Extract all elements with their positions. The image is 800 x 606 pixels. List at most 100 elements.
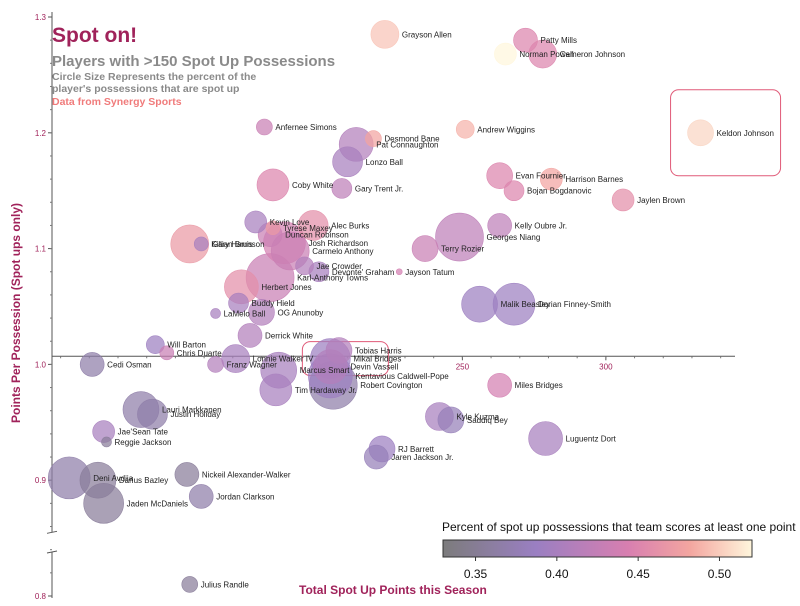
- colorbar-title: Percent of spot up possessions that team…: [442, 520, 796, 534]
- data-point[interactable]: [487, 213, 512, 238]
- point-label: Mikal Bridges: [353, 355, 401, 364]
- highlight-box: [670, 89, 782, 177]
- data-point[interactable]: [207, 356, 224, 373]
- data-point[interactable]: [503, 180, 525, 201]
- data-point[interactable]: [435, 212, 484, 262]
- data-point[interactable]: [611, 188, 635, 212]
- data-point[interactable]: [487, 372, 512, 398]
- point-label: Dorian Finney-Smith: [538, 300, 611, 309]
- point-label: Gary Harris: [212, 240, 253, 249]
- point-label: RJ Barrett: [398, 445, 435, 454]
- data-point[interactable]: [540, 167, 563, 191]
- point-label: Keldon Johnson: [717, 129, 774, 138]
- y-tick-label: 1.2: [35, 129, 47, 138]
- point-label: Jaylen Brown: [637, 196, 685, 205]
- data-point[interactable]: [256, 118, 273, 136]
- colorbar: Percent of spot up possessions that team…: [442, 520, 796, 581]
- point-label: Lonnie Walker IV: [253, 355, 314, 364]
- point-label: Jordan Clarkson: [216, 492, 274, 501]
- point-label: Alec Burks: [331, 221, 369, 230]
- data-point[interactable]: [486, 162, 513, 189]
- data-point[interactable]: [395, 268, 403, 276]
- y-tick-label: 1.1: [35, 245, 47, 254]
- colorbar-tick-label: 0.40: [545, 567, 569, 581]
- point-label: Terry Rozier: [441, 245, 484, 254]
- data-point[interactable]: [181, 576, 199, 593]
- colorbar-gradient: [442, 539, 753, 558]
- point-label: Tim Hardaway Jr.: [295, 386, 357, 395]
- data-point[interactable]: [159, 345, 175, 361]
- point-label: Herbert Jones: [261, 283, 311, 292]
- data-point[interactable]: [411, 235, 439, 262]
- data-point[interactable]: [174, 462, 200, 487]
- size-note: Circle Size Represents the percent of th…: [52, 71, 257, 95]
- data-point[interactable]: [332, 146, 363, 178]
- point-label: Kelly Oubre Jr.: [515, 221, 567, 230]
- data-point[interactable]: [494, 42, 517, 66]
- point-label: Tyrese Maxey: [283, 224, 333, 233]
- chart-header: Spot on! Players with >150 Spot Up Posse…: [52, 24, 335, 109]
- data-point[interactable]: [461, 285, 498, 323]
- point-label: Malik Beasley: [501, 300, 550, 309]
- data-point[interactable]: [256, 168, 290, 202]
- point-label: Norman Powell: [519, 50, 573, 59]
- data-point[interactable]: [170, 224, 210, 264]
- colorbar-tick-label: 0.50: [708, 567, 732, 581]
- point-label: Derrick White: [265, 331, 314, 340]
- data-point[interactable]: [437, 406, 465, 434]
- data-point[interactable]: [365, 130, 382, 147]
- point-label: Franz Wagner: [227, 360, 278, 369]
- data-point[interactable]: [188, 484, 214, 509]
- data-point[interactable]: [455, 120, 475, 139]
- point-label: Tobias Harris: [355, 347, 402, 356]
- data-point[interactable]: [528, 39, 558, 69]
- data-point[interactable]: [101, 436, 112, 448]
- data-point[interactable]: [221, 344, 250, 373]
- point-label: Josh Richardson: [308, 239, 368, 248]
- y-tick-label: 0.8: [35, 592, 47, 601]
- point-label: Lauri Markkanen: [162, 406, 222, 415]
- point-label: Deni Avdija: [93, 474, 133, 483]
- data-point[interactable]: [193, 236, 209, 252]
- y-tick-label: 1.3: [35, 13, 47, 22]
- point-label: Jae Crowder: [317, 262, 363, 271]
- point-label: Evan Fournier: [516, 172, 567, 181]
- data-point[interactable]: [79, 461, 117, 499]
- data-point[interactable]: [363, 444, 389, 470]
- data-point[interactable]: [370, 20, 400, 49]
- point-label: Nickeil Alexander-Walker: [202, 470, 291, 479]
- data-point[interactable]: [137, 398, 168, 430]
- point-label: Cameron Johnson: [560, 50, 625, 59]
- data-point[interactable]: [528, 421, 563, 456]
- point-label: LaMelo Ball: [224, 309, 266, 318]
- data-point[interactable]: [79, 352, 105, 377]
- point-label: Coby White: [292, 181, 334, 190]
- point-label: Justin Holiday: [170, 410, 220, 419]
- data-point[interactable]: [244, 210, 268, 234]
- y-axis-label: Points Per Possession (Spot ups only): [9, 203, 23, 423]
- data-point[interactable]: [331, 178, 353, 199]
- data-point[interactable]: [265, 220, 281, 236]
- data-point[interactable]: [687, 119, 714, 147]
- data-point[interactable]: [295, 256, 314, 276]
- point-label: Andrew Wiggins: [477, 125, 535, 134]
- point-label: Kevin Love: [270, 218, 310, 227]
- point-label: Cedi Osman: [107, 360, 151, 369]
- data-point[interactable]: [228, 292, 249, 314]
- data-source: Data from Synergy Sports: [52, 96, 182, 108]
- point-label: OG Anunoby: [277, 308, 323, 317]
- point-label: Luguentz Dort: [566, 435, 617, 444]
- data-point[interactable]: [248, 298, 275, 326]
- data-point[interactable]: [210, 308, 221, 319]
- point-label: Saddiq Bey: [467, 416, 508, 425]
- data-point[interactable]: [146, 335, 165, 355]
- point-label: Carmelo Anthony: [312, 247, 373, 256]
- data-point[interactable]: [259, 373, 293, 407]
- data-point[interactable]: [237, 323, 263, 348]
- data-point[interactable]: [297, 210, 329, 241]
- data-point[interactable]: [513, 27, 538, 53]
- data-point[interactable]: [325, 337, 353, 364]
- point-label: Robert Covington: [360, 381, 422, 390]
